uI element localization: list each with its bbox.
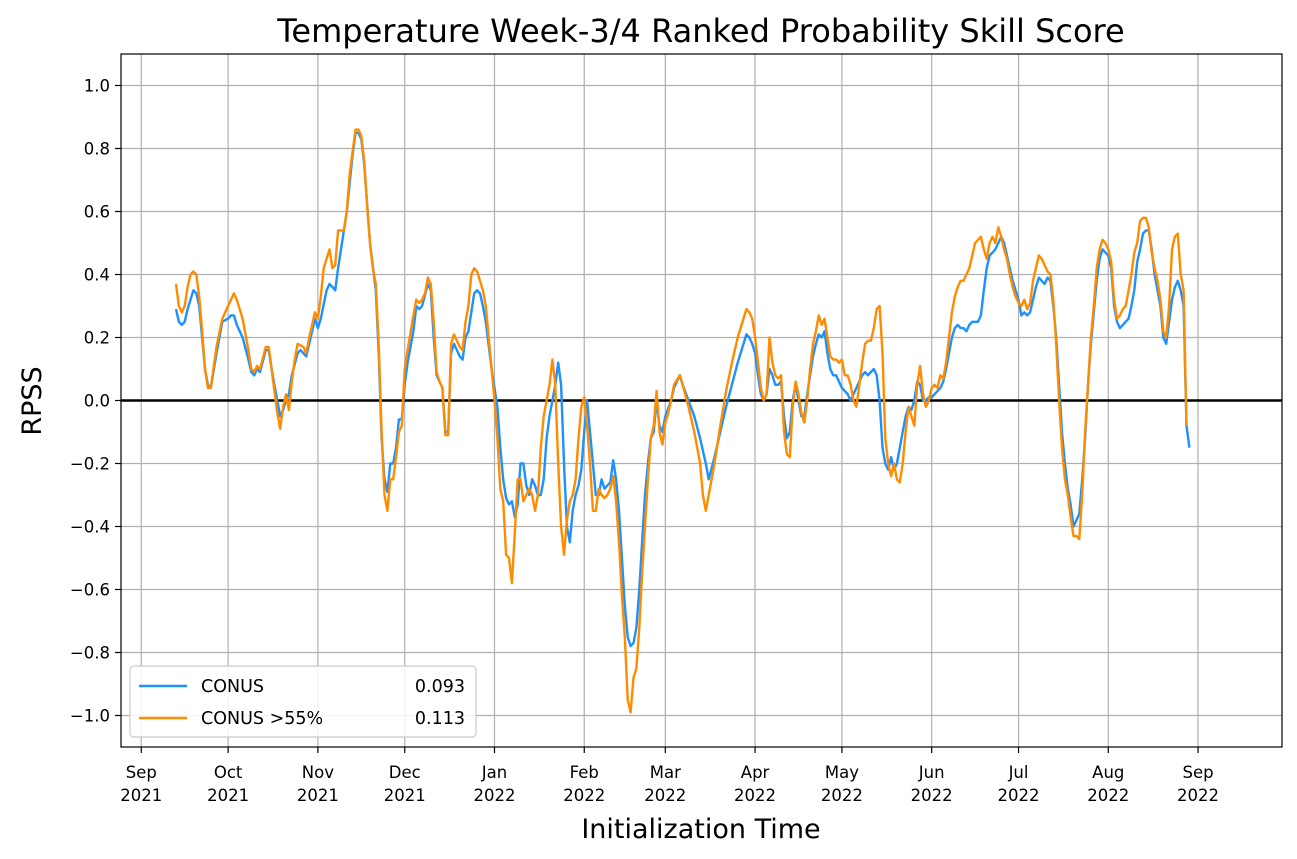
x-tick-year: 2022 <box>821 786 863 805</box>
x-axis-title: Initialization Time <box>581 814 820 845</box>
series-lines <box>174 128 1191 714</box>
x-tick-month: Oct <box>214 763 243 782</box>
x-tick-year: 2021 <box>120 786 162 805</box>
y-tick-label: −0.2 <box>70 455 110 474</box>
y-tick-label: 1.0 <box>84 77 110 96</box>
y-axis-title: RPSS <box>17 366 48 435</box>
x-tick-month: Mar <box>650 763 681 782</box>
legend-value: 0.093 <box>415 677 465 697</box>
x-tick-month: Jun <box>918 763 945 782</box>
x-tick-month: May <box>825 763 859 782</box>
y-tick-label: 0.2 <box>84 329 110 348</box>
legend-box <box>129 665 477 738</box>
y-axis-ticks: −1.0 −0.8 −0.6 −0.4 −0.2 0.0 0.2 0.4 0.6 0.8 1.0 <box>70 77 121 726</box>
y-tick-label: −0.4 <box>70 518 110 537</box>
x-tick-month: Jul <box>1008 763 1029 782</box>
x-tick-year: 2022 <box>998 786 1040 805</box>
x-tick-year: 2022 <box>563 786 605 805</box>
chart-title: Temperature Week-3/4 Ranked Probability … <box>276 12 1124 50</box>
x-tick-year: 2021 <box>384 786 426 805</box>
x-tick-year: 2022 <box>911 786 953 805</box>
x-tick-month: Jan <box>481 763 507 782</box>
x-tick-year: 2022 <box>1177 786 1219 805</box>
y-tick-label: 0.4 <box>84 266 110 285</box>
series-line <box>174 128 1188 714</box>
legend-label: CONUS <box>201 677 264 697</box>
x-tick-month: Sep <box>126 763 157 782</box>
x-tick-month: Apr <box>741 763 770 782</box>
x-axis-ticks: Sep 2021 Oct 2021 Nov 2021 Dec 2021 Jan 2022 Feb 20… <box>120 747 1219 805</box>
x-tick-month: Dec <box>389 763 421 782</box>
y-tick-label: −0.8 <box>70 644 110 663</box>
y-tick-label: −0.6 <box>70 581 110 600</box>
x-tick-month: Feb <box>570 763 599 782</box>
x-tick-year: 2021 <box>297 786 339 805</box>
legend-label: CONUS >55% <box>201 709 323 729</box>
x-tick-month: Nov <box>302 763 334 782</box>
x-tick-month: Sep <box>1182 763 1213 782</box>
legend-value: 0.113 <box>415 709 465 729</box>
y-tick-label: 0.6 <box>84 203 110 222</box>
x-tick-year: 2022 <box>734 786 776 805</box>
x-tick-year: 2022 <box>1087 786 1129 805</box>
x-tick-year: 2022 <box>644 786 686 805</box>
y-tick-label: −1.0 <box>70 707 110 726</box>
y-tick-label: 0.0 <box>84 392 110 411</box>
y-tick-label: 0.8 <box>84 140 110 159</box>
legend: CONUS 0.093 CONUS >55% 0.113 <box>129 665 477 738</box>
x-tick-month: Aug <box>1092 763 1124 782</box>
x-tick-year: 2022 <box>473 786 515 805</box>
x-tick-year: 2021 <box>207 786 249 805</box>
